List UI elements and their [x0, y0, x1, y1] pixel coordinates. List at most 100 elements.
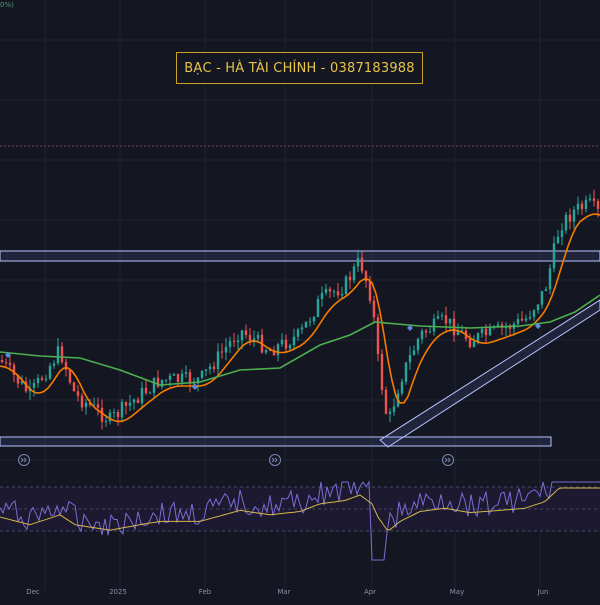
candle-body [588, 198, 592, 200]
candle-body [508, 326, 512, 329]
candle-body [236, 340, 240, 343]
rsi-ma-line [0, 487, 600, 531]
watermark-text: BẠC - HÀ TÀI CHÍNH - 0387183988 [184, 60, 415, 76]
candle-body [304, 321, 308, 328]
time-axis-label: Dec [26, 588, 40, 596]
icon-ring [442, 454, 454, 466]
candle-body [592, 198, 596, 202]
candle-body [536, 304, 540, 311]
candle-body [24, 381, 28, 392]
indicator-readout: 0%) [0, 1, 14, 9]
candle-body [412, 350, 416, 356]
candle-body [96, 404, 100, 408]
candle-body [316, 299, 320, 317]
candle-body [120, 402, 124, 418]
candle-body [488, 326, 492, 336]
candle-body [292, 336, 296, 346]
icon-chevrons [444, 457, 451, 463]
candle-body [184, 372, 188, 374]
rsi-pane [0, 480, 600, 561]
icon-chevrons [20, 457, 27, 463]
candle-body [332, 291, 336, 293]
candle-body [176, 374, 180, 382]
candle-body [204, 369, 208, 371]
candle-body [4, 362, 8, 364]
candle-body [344, 276, 348, 294]
zones [0, 250, 600, 448]
candle-body [272, 350, 276, 356]
candle-body [64, 362, 68, 370]
crossover-marker [5, 352, 11, 358]
candle-body [32, 382, 36, 388]
candle-body [44, 378, 48, 380]
candle-body [12, 364, 16, 375]
candle-body [72, 382, 76, 392]
candle-body [160, 379, 164, 387]
candle-body [416, 338, 420, 351]
candle-body [200, 370, 204, 378]
time-axis-label: May [450, 588, 464, 596]
candle-body [296, 329, 300, 337]
icon-ring [18, 454, 30, 466]
candle-body [48, 365, 52, 379]
candle-body [216, 351, 220, 369]
candle-body [136, 399, 140, 404]
candle-body [448, 318, 452, 324]
candle-body [100, 407, 104, 422]
candle-body [584, 199, 588, 210]
candle-body [480, 328, 484, 334]
candle-body [156, 377, 160, 387]
candle-body [572, 209, 576, 222]
candle-body [580, 203, 584, 210]
candle-body [300, 327, 304, 330]
candle-body [268, 350, 272, 352]
candle-body [52, 363, 56, 366]
candle-body [148, 392, 152, 394]
candle-body [240, 330, 244, 341]
candle-body [444, 315, 448, 324]
rising-trend-channel [379, 299, 600, 448]
crossover-marker [407, 325, 413, 331]
candle-body [164, 379, 168, 381]
candle-body [328, 288, 332, 292]
candle-body [368, 281, 372, 301]
time-axis-label: Mar [277, 588, 290, 596]
candle-body [248, 334, 252, 341]
time-axis-label: Apr [364, 588, 376, 596]
candle-body [532, 310, 536, 317]
rsi-line [0, 480, 600, 561]
candle-body [540, 291, 544, 305]
candle-body [76, 391, 80, 396]
candle-body [104, 421, 108, 423]
ema-fast-line [0, 213, 600, 423]
candle-body [420, 330, 424, 339]
time-axis-label: Feb [199, 588, 212, 596]
candle-body [476, 333, 480, 342]
candle-body [340, 293, 344, 296]
candle-body [552, 243, 556, 269]
candle-body [196, 377, 200, 384]
lower-demand-zone [0, 436, 552, 447]
candle-body [256, 334, 260, 339]
candle-body [392, 406, 396, 412]
candle-body [364, 271, 368, 282]
upper-supply-zone [0, 250, 600, 262]
candle-body [504, 326, 508, 328]
candle-body [324, 288, 328, 293]
moving-averages [0, 213, 600, 423]
candle-body [276, 344, 280, 356]
candle-body [108, 412, 112, 422]
ema-slow-line [0, 294, 600, 386]
double-chevron-right-icon [442, 454, 454, 466]
candle-body [312, 316, 316, 322]
candle-body [524, 318, 528, 321]
candle-body [320, 292, 324, 300]
candle-body [460, 330, 464, 332]
candle-body [60, 346, 64, 363]
candle-body [484, 328, 488, 336]
candle-body [40, 378, 44, 380]
candle-body [408, 355, 412, 363]
time-axis-label: Jun [537, 588, 549, 596]
